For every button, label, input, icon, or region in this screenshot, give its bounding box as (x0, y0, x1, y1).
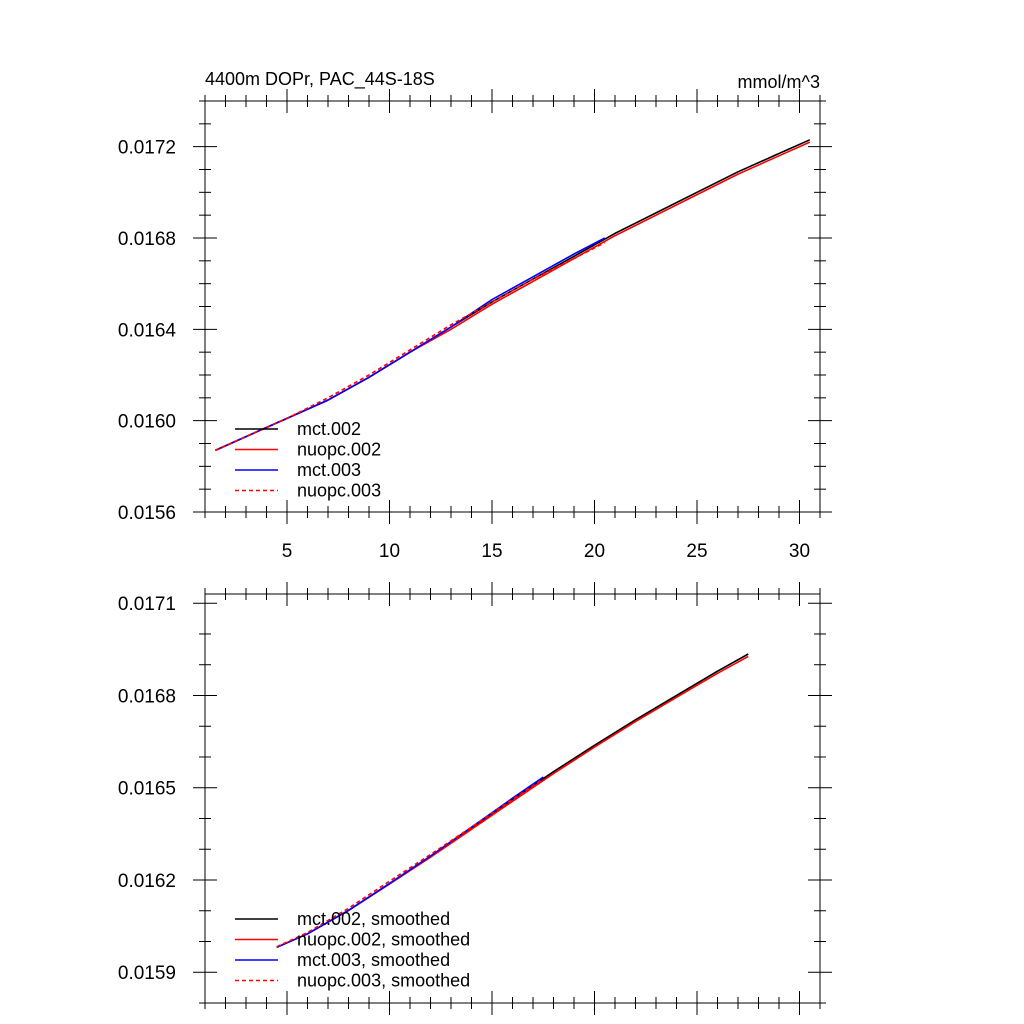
y-tick-label: 0.0162 (118, 871, 176, 892)
series-line-2 (276, 776, 544, 949)
y-tick-label: 0.0160 (118, 412, 176, 433)
axis-ticks (193, 582, 832, 1015)
legend-label: mct.002, smoothed (297, 909, 450, 929)
series-line-1 (276, 655, 749, 949)
y-tick-label: 0.0156 (118, 503, 176, 524)
units-label: mmol/m^3 (738, 72, 820, 92)
series-line-3 (214, 241, 606, 452)
legend-label: nuopc.003, smoothed (297, 971, 470, 991)
y-tick-label: 0.0168 (118, 686, 176, 707)
y-tick-label: 0.0168 (118, 229, 176, 250)
legend-label: mct.003 (297, 460, 361, 480)
bottom-line-chart-smoothed: 0.0159 0.0162 0.0165 0.0168 0.0171 mct.002, s… (118, 582, 832, 1015)
y-tick-label: 0.0172 (118, 138, 176, 159)
series-line-3 (276, 778, 544, 948)
x-tick-label: 5 (282, 541, 293, 562)
x-tick-label: 30 (789, 541, 810, 562)
y-tick-label: 0.0171 (118, 594, 176, 615)
x-tick-label: 25 (686, 541, 707, 562)
top-line-chart: 5 10 15 20 25 30 0.0156 0.0160 0.0164 0.0168 0.017… (118, 89, 832, 562)
x-tick-label: 10 (379, 541, 400, 562)
series-line-0 (214, 139, 811, 452)
legend-label: nuopc.002, smoothed (297, 930, 470, 950)
x-tick-label: 15 (481, 541, 502, 562)
y-tick-label: 0.0159 (118, 963, 176, 984)
legend-label: mct.002 (297, 419, 361, 439)
legend-label: nuopc.002 (297, 440, 381, 460)
figure-title: 4400m DOPr, PAC_44S-18S (205, 69, 435, 90)
y-tick-label: 0.0164 (118, 320, 177, 341)
series-line-1 (214, 141, 811, 452)
legend-label: mct.003, smoothed (297, 950, 450, 970)
series-line-2 (214, 237, 606, 452)
x-tick-label: 20 (584, 541, 605, 562)
legend-label: nuopc.003 (297, 481, 381, 501)
axis-ticks (193, 89, 832, 524)
y-tick-label: 0.0165 (118, 779, 176, 800)
